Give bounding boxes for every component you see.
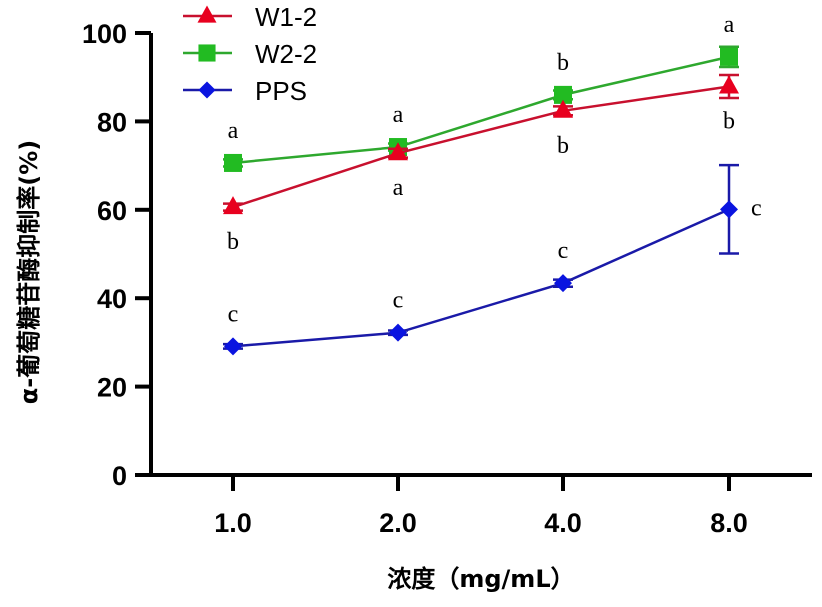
significance-label: c (558, 238, 569, 264)
legend-item-w1-2: W1-2 (183, 2, 317, 32)
diamond-marker (720, 200, 738, 218)
series-pps: c c c c (223, 165, 762, 355)
y-tick-label: 60 (97, 196, 127, 226)
y-tick-label: 20 (97, 373, 127, 403)
significance-label: a (393, 175, 404, 201)
significance-label: c (751, 195, 762, 221)
diamond-marker (554, 274, 572, 292)
x-axis-title: 浓度（mg/mL） (387, 565, 574, 593)
axes: 0 20 40 60 80 100 1.0 2.0 4.0 8.0 (82, 19, 812, 538)
square-marker (224, 154, 242, 172)
x-tick-label: 1.0 (214, 508, 252, 538)
y-tick-label: 0 (112, 461, 127, 491)
square-marker (198, 44, 215, 61)
y-ticks: 0 20 40 60 80 100 (82, 19, 151, 491)
legend: W1-2 W2-2 PPS (183, 2, 317, 106)
series-line (233, 209, 729, 346)
y-tick-label: 100 (82, 19, 127, 49)
significance-label: a (724, 12, 735, 38)
legend-item-w2-2: W2-2 (183, 39, 317, 69)
legend-item-pps: PPS (183, 76, 307, 106)
x-ticks: 1.0 2.0 4.0 8.0 (214, 475, 748, 538)
x-tick-label: 4.0 (544, 508, 582, 538)
significance-label: a (393, 102, 404, 128)
significance-label: b (723, 108, 735, 134)
x-tick-label: 8.0 (710, 508, 748, 538)
triangle-marker (719, 75, 739, 93)
y-tick-label: 40 (97, 284, 127, 314)
series-line (233, 86, 729, 207)
significance-label: c (393, 288, 404, 314)
y-axis-title: α-葡萄糖苷酶抑制率(%) (15, 140, 43, 404)
diamond-marker (198, 81, 215, 98)
significance-label: a (228, 118, 239, 144)
significance-label: b (557, 133, 569, 159)
significance-label: b (557, 50, 569, 76)
significance-label: c (228, 301, 239, 327)
legend-label: W1-2 (255, 2, 317, 32)
triangle-marker (198, 6, 217, 23)
x-tick-label: 2.0 (379, 508, 417, 538)
y-tick-label: 80 (97, 107, 127, 137)
diamond-marker (389, 324, 407, 342)
series-line (233, 57, 729, 163)
square-marker (720, 48, 738, 66)
legend-label: PPS (255, 76, 307, 106)
diamond-marker (224, 337, 242, 355)
significance-label: b (227, 229, 239, 255)
legend-label: W2-2 (255, 39, 317, 69)
